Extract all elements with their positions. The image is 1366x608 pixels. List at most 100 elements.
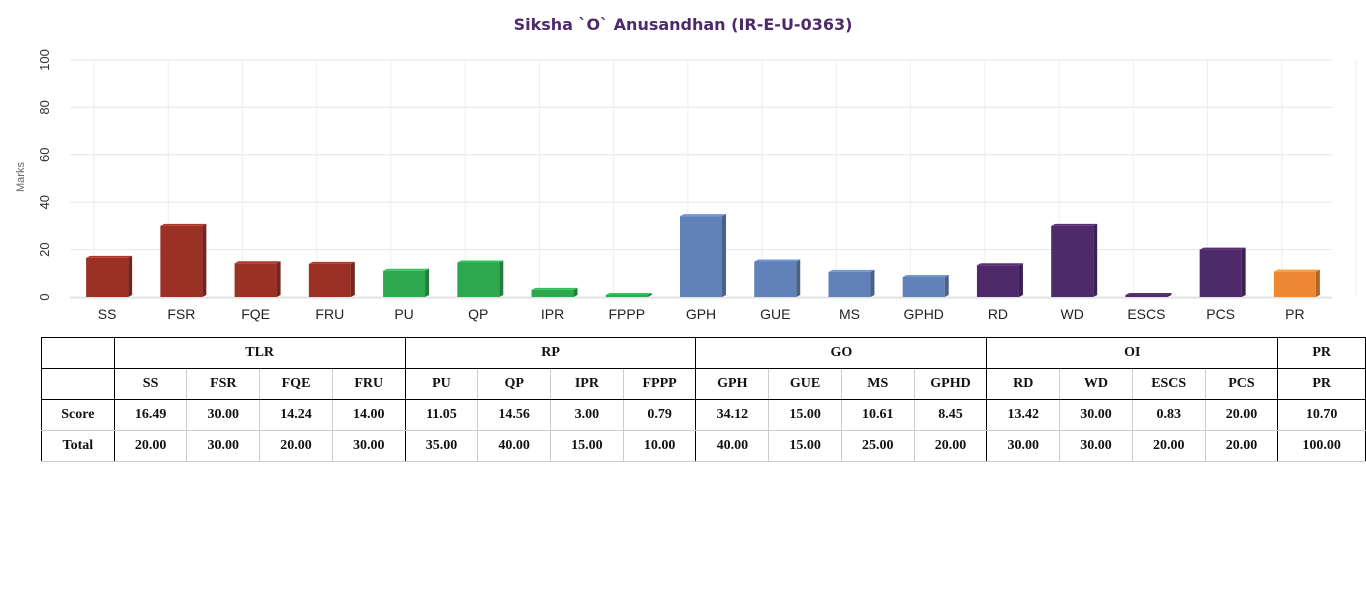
table-column-header: FSR (186, 368, 261, 400)
table-cell: 20.00 (1204, 430, 1279, 462)
bar-front (160, 225, 203, 297)
bar-side (573, 287, 578, 297)
table-cell: 20.00 (1204, 399, 1279, 431)
bar-top (1273, 269, 1320, 272)
bar-fru[interactable] (308, 261, 355, 297)
table-cell: 30.00 (986, 430, 1061, 462)
table-group-header: GO (695, 337, 988, 369)
table-group-header: RP (404, 337, 697, 369)
bar-front (1125, 295, 1168, 297)
table-cell: 20.00 (913, 430, 988, 462)
bar-front (680, 216, 722, 297)
table-cell: 14.56 (477, 399, 552, 431)
bar-front (605, 295, 648, 297)
x-tick-label: WD (1061, 306, 1084, 322)
bar-fppp[interactable] (605, 293, 652, 297)
label-layer: 0 20 40 60 80 100 SS FSR FQE FRU PU QP IPR FPPP GPH GUE… (37, 49, 1305, 322)
bar-front (1199, 249, 1242, 297)
bar-chart: Siksha `O` Anusandhan (IR-E-U-0363) Mark… (15, 15, 1357, 322)
y-tick-label: 40 (37, 195, 52, 209)
table-column-header: PCS (1204, 368, 1279, 400)
bar-fqe[interactable] (234, 261, 281, 297)
x-tick-label: RD (988, 306, 1008, 322)
bar-top (902, 274, 949, 277)
table-cell: 40.00 (695, 430, 770, 462)
bar-top (1051, 223, 1098, 226)
bar-front (457, 262, 500, 297)
table-row: Score 16.49 30.00 14.24 14.00 11.05 14.56 3.00 0… (41, 399, 1366, 431)
bar-pr[interactable] (1273, 269, 1320, 297)
table-cell: 30.00 (1059, 399, 1133, 431)
y-tick-label: 20 (37, 242, 52, 256)
bar-ipr[interactable] (531, 287, 578, 297)
bar-side (1241, 247, 1246, 297)
table-column-header: GPHD (913, 368, 988, 400)
table-column-header: ESCS (1131, 368, 1206, 400)
table-cell: 20.00 (1131, 430, 1206, 462)
table-row: Total 20.00 30.00 20.00 30.00 35.00 40.00 15.00… (41, 430, 1366, 462)
bar-gue[interactable] (754, 259, 801, 297)
bar-front (902, 276, 945, 297)
x-tick-label: PR (1285, 306, 1304, 322)
bar-front (531, 289, 574, 297)
bar-wd[interactable] (1051, 223, 1098, 297)
x-tick-label: GPHD (903, 306, 943, 322)
bar-top (605, 293, 652, 295)
table-column-header: MS (840, 368, 915, 400)
table-group-header: TLR (113, 337, 406, 369)
table-cell: 20.00 (259, 430, 333, 462)
table-column-header: PR (1277, 368, 1366, 400)
table-row-label: Score (41, 399, 115, 431)
bar-side (1018, 263, 1023, 297)
table-column-header: FPPP (622, 368, 697, 400)
bar-front (308, 263, 351, 297)
bar-top (680, 214, 726, 217)
bar-fsr[interactable] (160, 223, 207, 297)
bar-front (86, 257, 129, 297)
y-axis-label: Marks (15, 162, 27, 192)
bar-top (457, 260, 504, 263)
table-cell: 25.00 (840, 430, 915, 462)
table-corner-cell (41, 337, 115, 369)
grid-layer (70, 59, 1357, 299)
bar-qp[interactable] (457, 260, 504, 297)
bar-top (308, 261, 355, 264)
y-tick-label: 100 (37, 49, 52, 71)
bar-top (234, 261, 281, 264)
bar-side (870, 269, 875, 297)
score-table: TLR RP GO OI PR SS FSR FQE FRU PU QP IPR FPPP GPH GUE M… (41, 337, 1366, 462)
x-tick-label: PU (394, 306, 413, 322)
bar-side (1315, 269, 1320, 297)
table-cell: 3.00 (550, 399, 624, 431)
table-cell: 10.61 (840, 399, 915, 431)
x-tick-label: FSR (167, 306, 195, 322)
table-cell: 8.45 (913, 399, 988, 431)
x-tick-label: PCS (1206, 306, 1235, 322)
bar-front (976, 265, 1019, 297)
table-cell: 35.00 (404, 430, 479, 462)
table-corner-cell (41, 368, 115, 400)
bar-side (1167, 293, 1172, 297)
bar-ms[interactable] (828, 269, 875, 297)
table-column-header: IPR (550, 368, 624, 400)
x-tick-label: FRU (315, 306, 344, 322)
table-cell: 11.05 (404, 399, 479, 431)
bar-pu[interactable] (383, 268, 430, 297)
bar-ss[interactable] (86, 255, 133, 297)
bar-rd[interactable] (976, 263, 1023, 297)
y-tick-label: 80 (37, 100, 52, 114)
table-cell: 30.00 (186, 430, 261, 462)
table-cell: 10.00 (622, 430, 697, 462)
x-tick-label: QP (468, 306, 488, 322)
bar-front (1273, 271, 1316, 297)
bar-pcs[interactable] (1199, 247, 1246, 297)
bar-front (383, 270, 426, 297)
x-tick-label: IPR (541, 306, 564, 322)
bar-gphd[interactable] (902, 274, 949, 297)
bar-top (160, 223, 207, 226)
bar-gph[interactable] (680, 214, 726, 297)
bar-side (499, 260, 504, 297)
bar-escs[interactable] (1125, 293, 1172, 297)
bar-top (86, 255, 133, 258)
bar-side (944, 274, 949, 297)
